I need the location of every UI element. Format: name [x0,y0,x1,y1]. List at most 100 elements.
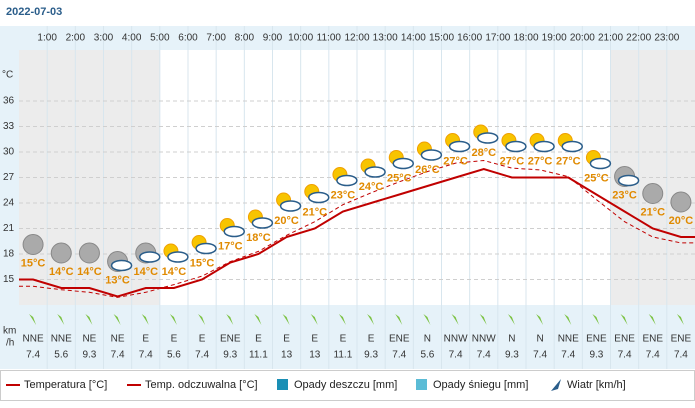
wind-speed: 9.3 [82,350,96,361]
cloud-icon [505,140,527,153]
temperature-label: 14°C [77,266,102,278]
cloud-icon [167,251,189,263]
hour-label: 20:00 [570,33,595,44]
wind-arrow [57,314,65,325]
wind-arrow [113,314,121,325]
wind-direction: E [340,334,347,345]
wind-speed: 7.4 [561,350,575,361]
legend-label: Temp. odczuwalna [°C] [145,379,258,391]
hour-label: 23:00 [654,33,679,44]
hour-label: 10:00 [288,33,313,44]
temperature-label: 23°C [331,189,356,201]
cloud-icon [533,140,555,153]
wind-direction: ENE [220,334,241,345]
cloud-icon [251,217,274,229]
wind-unit: /h [6,338,14,349]
moon-icon [22,234,44,255]
temperature-label: 14°C [162,266,187,278]
wind-arrow [479,314,487,325]
wind-arrow [564,314,572,325]
moon-icon [642,183,664,204]
wind-direction: E [199,334,206,345]
hour-label: 19:00 [542,33,567,44]
wind-arrow [423,314,431,325]
hour-label: 22:00 [626,33,651,44]
wind-arrow [310,314,318,325]
temperature-label: 20°C [669,215,694,227]
wind-speed: 9.3 [589,350,603,361]
temperature-label: 15°C [21,257,46,269]
wind-arrow [367,314,375,325]
moon-icon [78,242,100,264]
y-tick-label: 30 [3,147,15,158]
wind-direction: ENE [389,334,410,345]
wind-direction: NNE [23,334,44,345]
wind-speed: 7.4 [477,350,491,361]
y-tick-label: 24 [3,198,15,209]
wind-speed: 9.3 [505,350,519,361]
wind-direction: E [368,334,375,345]
cloud-icon [279,200,302,212]
wind-speed: 7.4 [449,350,463,361]
temperature-label: 14°C [133,266,158,278]
wind-direction: NNE [558,334,579,345]
y-tick-label: 27 [3,172,15,183]
hour-label: 5:00 [150,33,170,44]
cloud-icon [110,259,133,272]
wind-direction: NNW [472,334,496,345]
legend-swatch [277,379,288,390]
hour-label: 3:00 [94,33,114,44]
wind-direction: ENE [671,334,692,345]
y-tick-label: 21 [3,223,15,234]
wind-direction: E [255,334,262,345]
cloud-icon [477,132,499,144]
wind-speed: 7.4 [646,350,660,361]
wind-direction: N [536,334,543,345]
wind-speed: 7.4 [195,350,209,361]
hour-label: 14:00 [401,33,426,44]
temperature-label: 27°C [443,155,468,167]
wind-speed: 7.4 [111,350,125,361]
cloud-icon [448,140,471,153]
wind-arrow [141,314,149,325]
wind-arrow [85,314,93,325]
chart-title: 2022-07-03 [6,6,62,18]
temperature-label: 20°C [274,215,299,227]
temperature-label: 18°C [246,232,271,244]
cloud-icon [420,149,443,161]
legend-label: Opady śniegu [mm] [433,379,528,391]
wind-direction: N [508,334,515,345]
temperature-line [19,167,695,298]
cloud-icon [223,225,245,238]
wind-arrow [395,314,403,325]
temperature-label: 23°C [612,189,637,201]
temperature-label: 13°C [105,274,130,286]
hour-label: 1:00 [37,33,57,44]
wind-unit: km [3,326,16,337]
moon-icon [50,242,72,264]
wind-direction: NE [111,334,125,345]
cloud-icon [195,242,217,255]
wind-speed: 5.6 [420,350,434,361]
cloud-icon [589,157,612,170]
temperature-label: 27°C [556,155,581,167]
temperature-label: 15°C [190,257,215,269]
temperature-label: 25°C [584,172,609,184]
wind-speed: 13 [309,350,321,361]
hour-label: 7:00 [206,33,226,44]
wind-direction: NNW [444,334,468,345]
hour-label: 12:00 [344,33,369,44]
temperature-label: 24°C [359,181,384,193]
y-axis-band [0,50,19,305]
legend-box [0,370,695,401]
wind-speed: 11.1 [249,350,268,361]
cloud-icon [392,157,414,170]
cloud-icon [364,166,386,178]
wind-arrow [507,314,515,325]
wind-arrow [676,314,684,325]
wind-arrow [226,314,234,325]
hour-label: 15:00 [429,33,454,44]
y-tick-label: 33 [3,121,15,132]
legend-label: Temperatura [°C] [24,379,107,391]
wind-speed: 5.6 [167,350,181,361]
